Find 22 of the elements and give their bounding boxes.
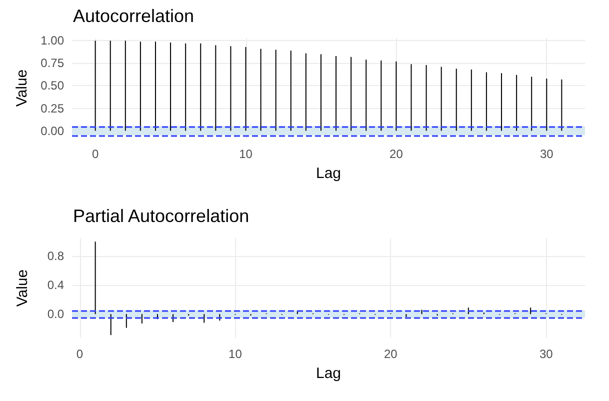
y-tick-label: 0.8 [47,249,64,264]
y-tick-label: 0.75 [40,56,64,70]
x-tick-label: 0 [76,347,84,361]
y-tick-label: 1.00 [40,34,64,48]
x-tick-label: 20 [390,147,404,161]
y-tick-label: 0.00 [40,124,64,138]
y-axis-title: Value [14,269,31,307]
x-tick-label: 20 [384,347,398,361]
y-tick-label: 0.0 [47,307,64,322]
x-tick-label: 30 [540,147,554,161]
chart-title: Partial Autocorrelation [73,206,250,226]
x-tick-label: 30 [539,347,554,361]
x-tick-label: 0 [92,147,99,161]
y-tick-label: 0.50 [40,78,64,93]
chart-title: Autocorrelation [73,6,194,26]
x-axis-title: Lag [316,165,342,182]
y-tick-label: 0.25 [40,101,64,116]
y-tick-label: 0.4 [47,278,64,292]
x-tick-label: 10 [228,347,242,361]
x-tick-label: 10 [239,147,253,161]
y-axis-title: Value [14,69,31,107]
x-axis-title: Lag [316,365,342,382]
